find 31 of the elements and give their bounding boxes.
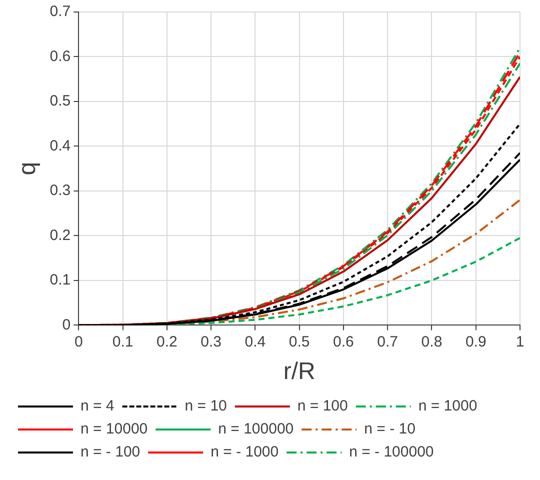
x-axis-title: r/R [283, 358, 316, 386]
y-axis-title: q [14, 162, 42, 176]
y-tick-label: 0.5 [50, 92, 71, 110]
x-tick-label: 1 [516, 333, 524, 350]
x-tick-label: 0.8 [421, 333, 442, 350]
legend-label: n = - 10 [364, 420, 416, 438]
x-tick-label: 0.1 [112, 333, 134, 350]
legend-label: n = 100 [297, 398, 348, 415]
legend-label: n = - 100 [80, 444, 140, 461]
x-tick-label: 0.7 [377, 333, 398, 350]
y-tick-label: 0.4 [50, 137, 71, 154]
legend-label: n = - 1000 [210, 444, 279, 461]
y-tick-label: 0.1 [50, 272, 71, 289]
x-tick-label: 0 [74, 333, 83, 350]
x-tick-label: 0.3 [200, 333, 222, 350]
legend-label: n = 100000 [218, 420, 294, 438]
x-tick-label: 0.4 [244, 333, 266, 350]
y-tick-label: 0.3 [50, 182, 71, 200]
x-tick-label: 0.9 [465, 333, 486, 350]
legend-label: n = - 100000 [349, 444, 434, 461]
y-tick-label: 0.7 [50, 3, 71, 20]
x-tick-label: 0.5 [288, 333, 310, 350]
y-tick-label: 0.2 [50, 226, 71, 244]
x-tick-label: 0.2 [156, 333, 178, 350]
y-tick-label: 0.6 [50, 48, 71, 65]
y-tick-label: 0 [62, 316, 71, 334]
legend-label: n = 4 [80, 398, 114, 415]
legend-label: n = 10000 [80, 420, 148, 438]
legend-label: n = 1000 [418, 398, 478, 415]
x-tick-label: 0.6 [333, 333, 354, 350]
legend-label: n = 10 [184, 398, 227, 415]
